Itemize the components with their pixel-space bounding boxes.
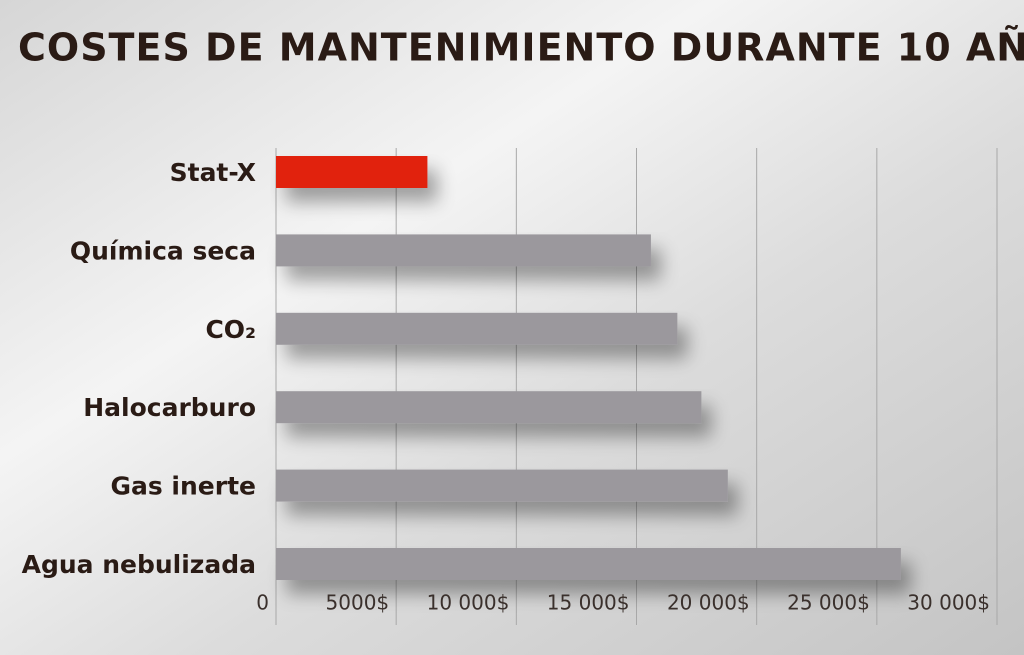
x-tick-label: 10 000$ <box>427 591 510 615</box>
category-label: Stat-X <box>170 158 256 187</box>
category-label: CO₂ <box>205 315 256 344</box>
category-label: Agua nebulizada <box>22 550 256 579</box>
x-tick-label: 20 000$ <box>667 591 750 615</box>
chart-title: COSTES DE MANTENIMIENTO DURANTE 10 AÑOS <box>18 26 1024 70</box>
x-tick-label: 30 000$ <box>907 591 990 615</box>
category-label: Gas inerte <box>110 472 256 501</box>
x-tick-label: 25 000$ <box>787 591 870 615</box>
x-tick-label: 5000$ <box>326 591 390 615</box>
bar <box>276 548 901 580</box>
bar <box>276 234 651 267</box>
x-tick-label: 15 000$ <box>547 591 630 615</box>
bar <box>276 391 702 424</box>
bar <box>276 312 678 345</box>
x-tick-label: 0 <box>256 591 269 615</box>
bar <box>276 156 428 188</box>
bar <box>276 469 728 502</box>
category-label: Halocarburo <box>83 393 256 422</box>
category-label: Química seca <box>70 236 256 265</box>
